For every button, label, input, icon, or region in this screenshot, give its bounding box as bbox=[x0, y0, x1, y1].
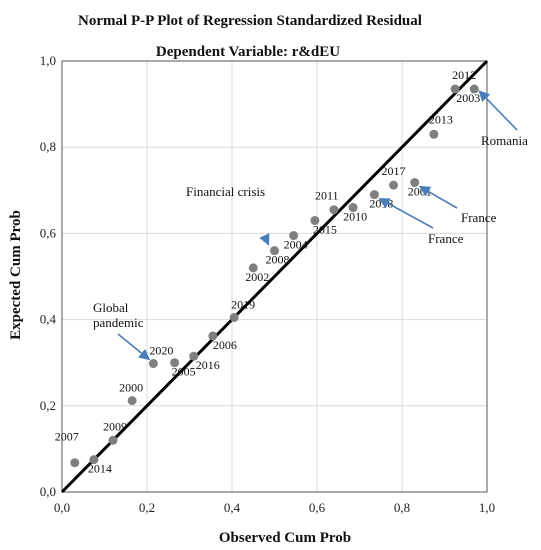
point-label: 2011 bbox=[315, 189, 339, 203]
data-point bbox=[270, 246, 279, 256]
point-label: 2008 bbox=[266, 253, 290, 267]
annotation-label: France bbox=[428, 231, 464, 246]
data-point bbox=[248, 263, 258, 273]
point-label: 2015 bbox=[313, 222, 337, 236]
point-label: 2020 bbox=[149, 344, 173, 358]
x-tick-label: 0,0 bbox=[54, 500, 70, 515]
data-point bbox=[310, 215, 320, 225]
axis-ticks: 0,00,0 0,2 0,2 0,4 0,4 0,6 0,6 0,8 0,8 1,0 1,0 bbox=[40, 53, 495, 515]
data-point bbox=[469, 84, 479, 94]
y-tick-label: 0,0 bbox=[40, 484, 56, 499]
chart-title: Normal P-P Plot of Regression Standardiz… bbox=[78, 13, 422, 29]
point-label: 2005 bbox=[172, 365, 196, 379]
annotation-arrow bbox=[259, 233, 270, 246]
data-point bbox=[369, 190, 379, 200]
point-labels: 2007 2014 2009 2000 2020 2005 2016 2006 2019 2002… bbox=[55, 68, 481, 476]
annotation-label: Romania bbox=[481, 133, 528, 148]
point-label: 2003 bbox=[456, 91, 480, 105]
data-point bbox=[329, 205, 339, 215]
annotations: Financial crisis Global pandemic Romania Fra… bbox=[93, 90, 528, 361]
point-label: 2004 bbox=[284, 238, 308, 252]
data-point bbox=[348, 203, 358, 213]
data-point bbox=[429, 129, 439, 139]
point-label: 2017 bbox=[382, 164, 406, 178]
data-point bbox=[148, 359, 158, 369]
data-point bbox=[127, 396, 137, 406]
plot-frame bbox=[61, 60, 488, 493]
annotation-arrow bbox=[117, 333, 151, 361]
x-tick-label: 0,8 bbox=[394, 500, 410, 515]
data-point bbox=[89, 455, 99, 465]
data-point bbox=[108, 435, 118, 445]
x-tick-label: 0,6 bbox=[309, 500, 326, 515]
data-point bbox=[289, 231, 299, 241]
point-label: 2007 bbox=[55, 430, 79, 444]
data-point bbox=[70, 458, 80, 468]
y-tick-label: 1,0 bbox=[40, 53, 56, 68]
point-label: 2016 bbox=[196, 358, 220, 372]
y-tick-label: 0,6 bbox=[40, 225, 57, 240]
y-tick-label: 0,4 bbox=[40, 312, 57, 327]
x-tick-label: 0,4 bbox=[224, 500, 241, 515]
chart-subtitle: Dependent Variable: r&dEU bbox=[156, 44, 340, 60]
point-label: 2002 bbox=[245, 270, 269, 284]
y-axis-label: Expected Cum Prob bbox=[8, 210, 24, 340]
point-label: 2019 bbox=[231, 297, 255, 311]
point-label: 2014 bbox=[88, 462, 112, 476]
annotation-label: France bbox=[461, 210, 497, 225]
y-tick-label: 0,8 bbox=[40, 139, 56, 154]
point-label: 2010 bbox=[343, 210, 367, 224]
data-point bbox=[450, 84, 460, 94]
x-tick-label: 0,2 bbox=[139, 500, 155, 515]
grid-lines bbox=[62, 61, 487, 492]
data-point bbox=[208, 331, 218, 341]
data-point bbox=[229, 312, 239, 322]
point-label: 2006 bbox=[213, 338, 237, 352]
data-point bbox=[410, 178, 420, 188]
point-label: 2012 bbox=[452, 68, 476, 82]
annotation-arrow bbox=[378, 197, 434, 229]
data-point bbox=[170, 358, 180, 368]
x-tick-label: 1,0 bbox=[479, 500, 495, 515]
reference-line bbox=[60, 59, 489, 494]
y-tick-label: 0,2 bbox=[40, 398, 56, 413]
annotation-arrow bbox=[418, 185, 458, 209]
point-label: 2000 bbox=[119, 381, 143, 395]
data-points bbox=[70, 84, 479, 468]
data-point bbox=[389, 180, 398, 190]
annotation-label: Global pandemic bbox=[93, 300, 144, 330]
x-axis-label: Observed Cum Prob bbox=[219, 530, 351, 546]
point-label: 2009 bbox=[103, 419, 127, 433]
annotation-arrow bbox=[478, 90, 518, 131]
point-label: 2013 bbox=[429, 112, 453, 126]
annotation-label: Financial crisis bbox=[186, 184, 265, 199]
data-point bbox=[189, 351, 199, 361]
